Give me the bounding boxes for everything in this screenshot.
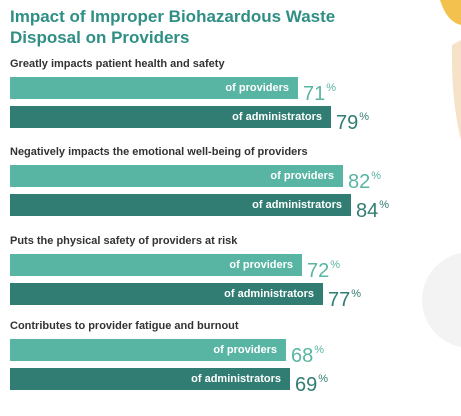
bar-series-label: of providers: [270, 170, 334, 182]
value-label-administrators: 69%: [295, 368, 329, 396]
value-label-administrators: 77%: [328, 283, 362, 311]
bar-administrators: of administrators: [10, 283, 323, 305]
bar-series-label: of administrators: [232, 111, 322, 123]
value-number: 84: [356, 200, 379, 222]
bar-providers: of providers: [10, 77, 298, 99]
percent-sign: %: [379, 199, 390, 211]
bar-providers: of providers: [10, 165, 343, 187]
bar-series-label: of providers: [229, 259, 293, 271]
percent-sign: %: [326, 82, 337, 94]
value-label-providers: 68%: [291, 339, 325, 367]
percent-sign: %: [359, 111, 370, 123]
value-number: 68: [291, 345, 314, 367]
value-number: 77: [328, 289, 351, 311]
chart-title: Impact of Improper Biohazardous Waste Di…: [10, 7, 336, 47]
bar-series-label: of administrators: [191, 373, 281, 385]
bar-administrators: of administrators: [10, 194, 351, 216]
bar-series-label: of providers: [213, 344, 277, 356]
bar-administrators: of administrators: [10, 368, 290, 390]
value-label-administrators: 79%: [336, 106, 370, 134]
value-label-administrators: 84%: [356, 194, 390, 222]
value-number: 69: [295, 374, 318, 396]
bar-series-label: of providers: [225, 82, 289, 94]
percent-sign: %: [330, 259, 341, 271]
value-number: 82: [348, 171, 371, 193]
bar-providers: of providers: [10, 339, 286, 361]
gray-decorative-circle: [422, 252, 461, 348]
value-number: 79: [336, 112, 359, 134]
percent-sign: %: [371, 170, 382, 182]
yellow-decorative-shape: [440, 0, 461, 25]
bar-series-label: of administrators: [224, 288, 314, 300]
value-number: 71: [303, 83, 326, 105]
value-number: 72: [307, 260, 330, 282]
value-label-providers: 71%: [303, 77, 337, 105]
percent-sign: %: [318, 373, 329, 385]
value-label-providers: 72%: [307, 254, 341, 282]
question-label: Contributes to provider fatigue and burn…: [10, 320, 239, 332]
beige-decorative-shape: [451, 40, 461, 140]
question-label: Puts the physical safety of providers at…: [10, 235, 238, 247]
bar-administrators: of administrators: [10, 106, 331, 128]
bar-series-label: of administrators: [252, 199, 342, 211]
question-label: Negatively impacts the emotional well-be…: [10, 146, 308, 158]
percent-sign: %: [351, 288, 362, 300]
value-label-providers: 82%: [348, 165, 382, 193]
question-label: Greatly impacts patient health and safet…: [10, 58, 225, 70]
bar-providers: of providers: [10, 254, 302, 276]
percent-sign: %: [314, 344, 325, 356]
